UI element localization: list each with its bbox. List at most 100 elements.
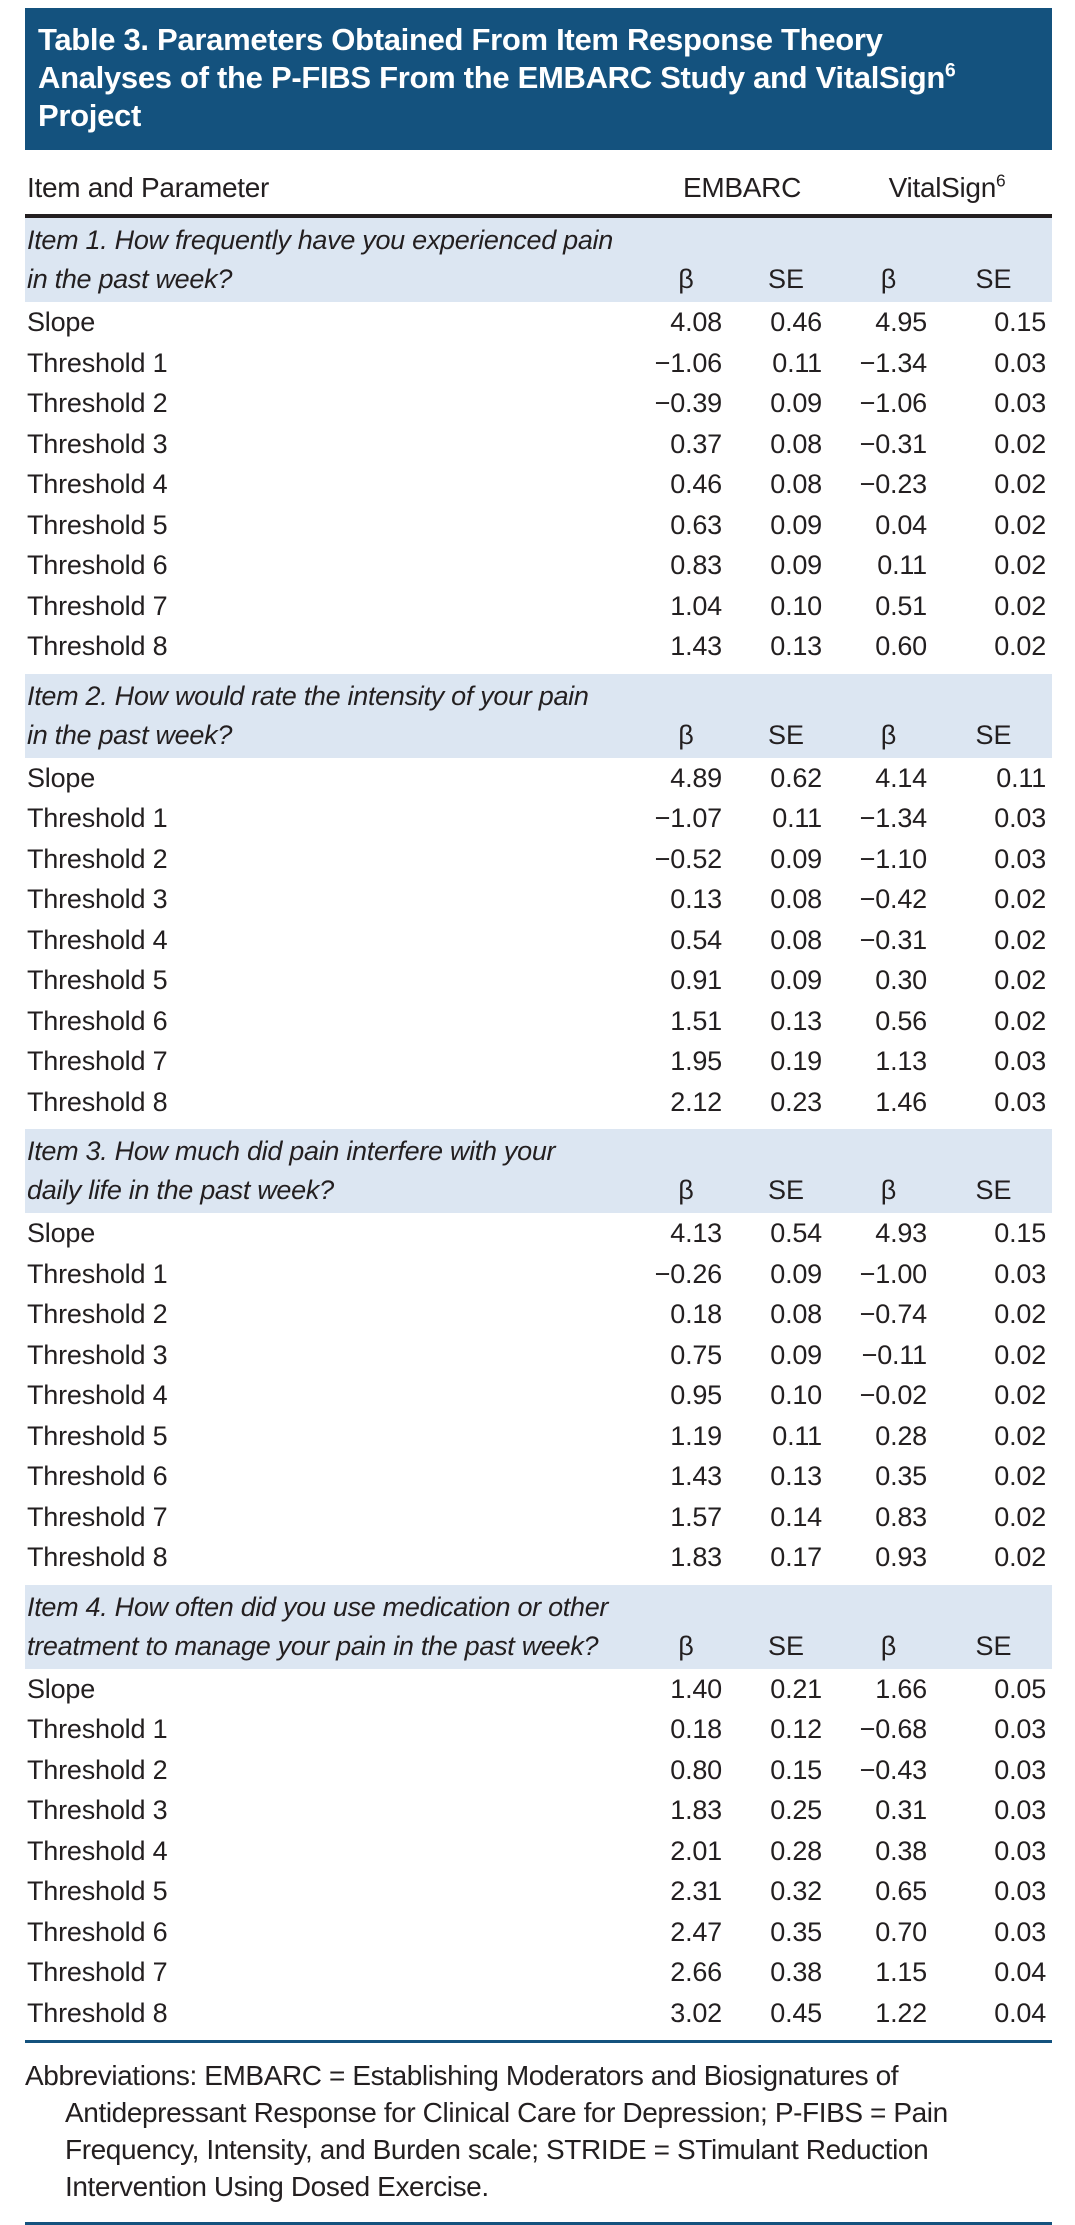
value-cell: 0.63 bbox=[670, 509, 722, 540]
row-label: Threshold 7 bbox=[27, 1957, 168, 1987]
table-row: Threshold 2 0.80 0.15 −0.43 0.03 bbox=[25, 1750, 1052, 1791]
value-cell: 0.91 bbox=[670, 965, 722, 995]
value-cell: 0.02 bbox=[994, 1380, 1047, 1410]
row-label: Threshold 4 bbox=[27, 1835, 168, 1866]
value-cell: 0.03 bbox=[994, 1916, 1047, 1947]
value-cell: 0.08 bbox=[770, 428, 822, 459]
value-cell: −1.34 bbox=[859, 347, 928, 378]
table-row: Threshold 3 0.75 0.09 −0.11 0.02 bbox=[25, 1335, 1052, 1376]
table-row: Threshold 6 2.47 0.35 0.70 0.03 bbox=[25, 1912, 1052, 1953]
value-cell: 1.15 bbox=[875, 1957, 927, 1987]
value-cell: 0.15 bbox=[994, 307, 1047, 337]
value-cell: 0.02 bbox=[994, 1299, 1047, 1329]
value-cell: 0.03 bbox=[994, 1714, 1047, 1744]
row-label: Slope bbox=[27, 1218, 96, 1248]
value-cell: 0.09 bbox=[770, 843, 822, 874]
value-cell: 1.22 bbox=[875, 1997, 927, 2028]
value-cell: −1.00 bbox=[859, 1258, 928, 1289]
value-cell: 0.02 bbox=[994, 1339, 1047, 1370]
col-header-vitalsign-text: VitalSign bbox=[888, 172, 997, 203]
value-cell: 0.19 bbox=[770, 1046, 822, 1076]
value-cell: −0.52 bbox=[654, 843, 723, 874]
table-row: Threshold 5 1.19 0.11 0.28 0.02 bbox=[25, 1416, 1052, 1457]
item-question-cell: Item 1. How frequently have you experien… bbox=[25, 216, 642, 302]
value-cell: 2.12 bbox=[670, 1086, 722, 1117]
row-label: Threshold 2 bbox=[27, 843, 168, 874]
row-label: Threshold 3 bbox=[27, 1339, 168, 1370]
value-cell: 2.47 bbox=[670, 1916, 722, 1947]
value-cell: 0.13 bbox=[770, 631, 822, 661]
row-label: Threshold 2 bbox=[27, 388, 168, 418]
value-cell: 0.32 bbox=[770, 1876, 822, 1906]
value-cell: 0.13 bbox=[670, 884, 722, 914]
item-question-cell: Item 2. How would rate the intensity of … bbox=[25, 673, 642, 758]
row-label: Threshold 7 bbox=[27, 590, 168, 621]
beta-subheader: β bbox=[842, 1129, 947, 1213]
se-subheader: SE bbox=[947, 1129, 1053, 1213]
value-cell: 0.62 bbox=[770, 762, 822, 793]
row-label: Threshold 8 bbox=[27, 1086, 168, 1117]
value-cell: −0.43 bbox=[859, 1754, 928, 1785]
row-label: Threshold 6 bbox=[27, 1916, 168, 1947]
table-row: Slope 1.40 0.21 1.66 0.05 bbox=[25, 1669, 1052, 1710]
table-body: Item 1. How frequently have you experien… bbox=[25, 216, 1053, 2042]
value-cell: 0.54 bbox=[770, 1218, 822, 1248]
table-row: Threshold 1 −0.26 0.09 −1.00 0.03 bbox=[25, 1254, 1052, 1295]
value-cell: 0.46 bbox=[770, 307, 822, 337]
value-cell: 0.10 bbox=[770, 590, 822, 621]
value-cell: 0.11 bbox=[996, 762, 1047, 793]
value-cell: 0.28 bbox=[875, 1420, 927, 1451]
value-cell: 0.51 bbox=[875, 590, 927, 621]
value-cell: 0.37 bbox=[670, 428, 722, 459]
row-label: Threshold 8 bbox=[27, 631, 168, 661]
value-cell: 0.03 bbox=[994, 843, 1047, 874]
value-cell: 0.02 bbox=[994, 631, 1047, 661]
value-cell: 0.46 bbox=[670, 469, 722, 499]
value-cell: 3.02 bbox=[670, 1997, 722, 2028]
value-cell: −1.06 bbox=[859, 388, 928, 418]
value-cell: −0.31 bbox=[859, 924, 928, 955]
table-row: Threshold 3 0.13 0.08 −0.42 0.02 bbox=[25, 879, 1052, 920]
value-cell: 0.03 bbox=[994, 803, 1047, 833]
se-subheader: SE bbox=[742, 1584, 842, 1669]
abbreviations-note: Abbreviations: EMBARC = Establishing Mod… bbox=[25, 2057, 1052, 2205]
item-question-line1: Item 3. How much did pain interfere with… bbox=[27, 1136, 556, 1166]
row-label: Threshold 5 bbox=[27, 509, 168, 540]
item-question-line2: in the past week? bbox=[27, 264, 233, 294]
value-cell: 0.83 bbox=[875, 1501, 927, 1532]
value-cell: 0.17 bbox=[770, 1542, 822, 1572]
table-row: Threshold 2 −0.39 0.09 −1.06 0.03 bbox=[25, 383, 1052, 424]
beta-subheader: β bbox=[642, 1129, 742, 1213]
value-cell: 1.51 bbox=[670, 1005, 722, 1036]
value-cell: 0.09 bbox=[770, 550, 822, 580]
value-cell: 0.15 bbox=[994, 1218, 1047, 1248]
row-label: Threshold 1 bbox=[27, 347, 168, 378]
table-row: Threshold 2 0.18 0.08 −0.74 0.02 bbox=[25, 1294, 1052, 1335]
value-cell: 0.03 bbox=[994, 1795, 1047, 1825]
item-question-line1: Item 2. How would rate the intensity of … bbox=[27, 680, 589, 711]
table-row: Threshold 7 1.57 0.14 0.83 0.02 bbox=[25, 1497, 1052, 1538]
item-question-line2: in the past week? bbox=[27, 719, 233, 750]
row-label: Threshold 3 bbox=[27, 884, 168, 914]
value-cell: 0.21 bbox=[770, 1673, 822, 1704]
table-row: Threshold 1 0.18 0.12 −0.68 0.03 bbox=[25, 1709, 1052, 1750]
item-question-cell: Item 3. How much did pain interfere with… bbox=[25, 1129, 642, 1213]
value-cell: 0.03 bbox=[994, 1754, 1047, 1785]
row-label: Threshold 3 bbox=[27, 1795, 168, 1825]
value-cell: 0.31 bbox=[875, 1795, 927, 1825]
row-label: Threshold 2 bbox=[27, 1299, 168, 1329]
value-cell: 0.05 bbox=[994, 1673, 1047, 1704]
row-label: Threshold 1 bbox=[27, 1258, 168, 1289]
value-cell: −0.68 bbox=[859, 1714, 928, 1744]
se-subheader: SE bbox=[742, 216, 842, 302]
value-cell: 0.11 bbox=[772, 1420, 822, 1451]
value-cell: 0.04 bbox=[875, 509, 927, 540]
beta-subheader: β bbox=[842, 216, 947, 302]
table-row: Threshold 2 −0.52 0.09 −1.10 0.03 bbox=[25, 839, 1052, 880]
table-row: Threshold 8 1.43 0.13 0.60 0.02 bbox=[25, 626, 1052, 674]
row-label: Threshold 5 bbox=[27, 965, 168, 995]
title-line2: Analyses of the P-FIBS From the EMBARC S… bbox=[38, 59, 1038, 97]
value-cell: 0.30 bbox=[875, 965, 927, 995]
value-cell: 0.04 bbox=[994, 1957, 1047, 1987]
value-cell: 1.19 bbox=[670, 1420, 722, 1451]
